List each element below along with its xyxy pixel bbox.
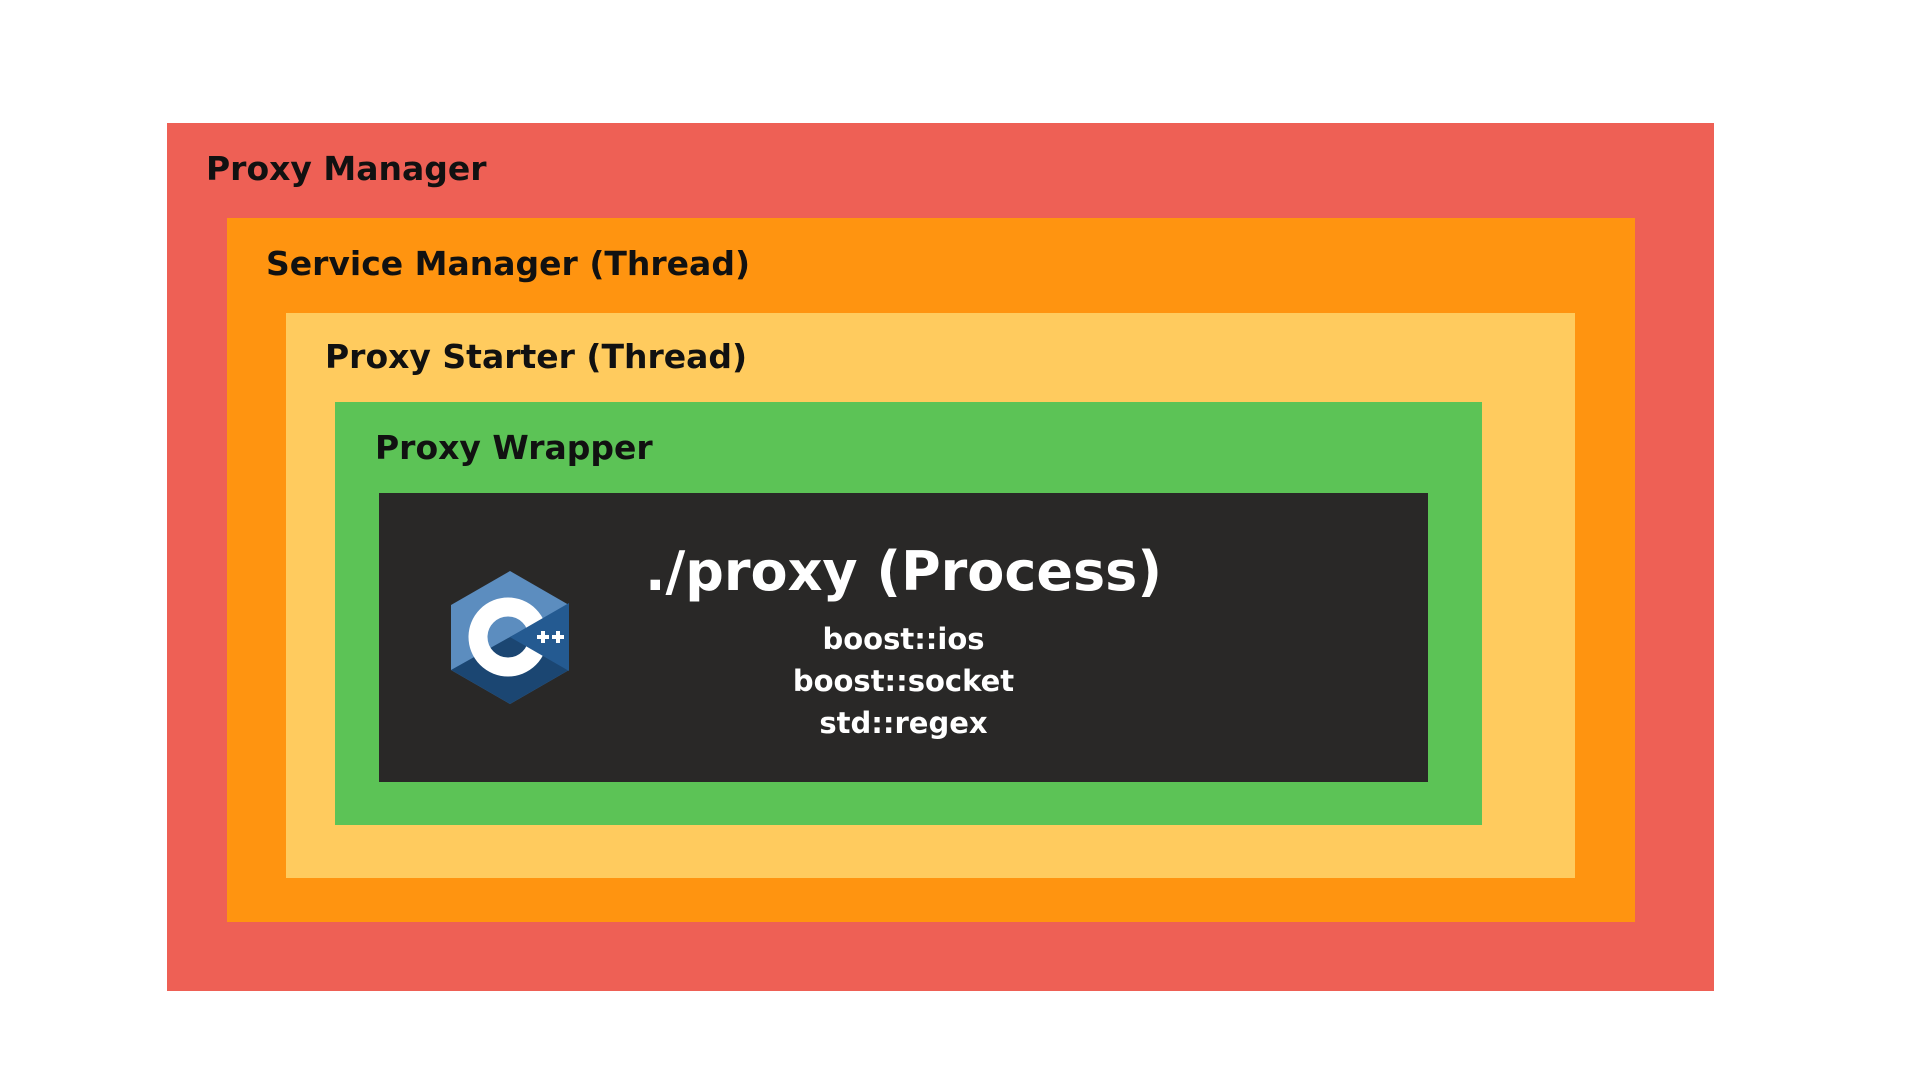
service-manager-label: Service Manager (Thread) [266, 244, 751, 283]
proxy-wrapper-label: Proxy Wrapper [375, 428, 653, 467]
library-item: boost::ios [822, 622, 985, 656]
proxy-starter-label: Proxy Starter (Thread) [325, 337, 748, 376]
library-item: boost::socket [792, 664, 1015, 698]
cpp-logo-icon [451, 571, 569, 704]
library-list: boost::ios boost::socket std::regex [379, 618, 1428, 744]
process-title: ./proxy (Process) [644, 540, 1163, 603]
library-item: std::regex [819, 706, 988, 740]
proxy-manager-label: Proxy Manager [206, 149, 487, 188]
